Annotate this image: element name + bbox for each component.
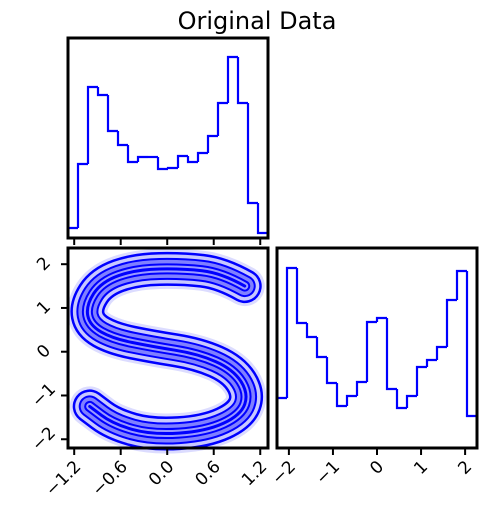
hist-step [395,389,407,410]
hist-step [455,269,467,300]
hist-step [385,318,397,391]
x-tick-label: 1.2 [238,457,271,490]
hist-step [335,383,347,408]
hist-step [116,131,128,147]
hist-step [375,316,387,322]
hist-step [445,298,457,347]
hist-step [315,337,327,359]
hist-step [236,57,248,105]
hist-step [206,134,218,153]
x-tick-label: 2 [454,457,476,479]
hist-step [136,155,148,162]
hist-step [176,154,188,168]
hist-step [76,162,88,228]
hist-step [246,103,258,205]
hist-step [435,345,447,360]
hist-step [305,323,317,339]
hist-step [365,320,377,382]
y-tick-label: 2 [33,253,55,275]
x-tick-label: −2 [268,457,300,489]
x-tick-label: −1.2 [42,457,85,500]
density-contour [85,267,248,436]
y-tick-label: −1 [28,380,60,412]
x-tick-label: 0.0 [145,457,178,490]
y-tick-label: 1 [33,297,55,319]
hist-step [325,357,337,385]
hist-step [295,268,307,325]
hist-step [345,394,357,406]
x-tick-label: 1 [410,457,432,479]
hist-step [96,87,108,97]
hist-step [355,380,367,396]
x-tick-label: −0.6 [88,457,131,500]
hist-step [186,156,198,164]
y-tick-label: 0 [33,341,55,363]
hist-step [216,101,228,136]
hist-step [285,266,297,398]
hist-step [86,85,98,164]
hist-step [126,145,138,164]
hist-step [415,365,427,396]
hist-step [425,358,437,367]
chart-title: Original Data [178,7,337,35]
hist-step [166,166,178,170]
x-tick-label: −1 [312,457,344,489]
y-tick-label: −2 [28,423,60,455]
hist-step [156,157,168,171]
hist-step [226,55,238,103]
hist-step [196,151,208,162]
x-tick-label: 0 [366,457,388,479]
x-tick-label: 0.6 [192,457,225,490]
hist-step [106,95,118,133]
hist-step [405,394,417,408]
